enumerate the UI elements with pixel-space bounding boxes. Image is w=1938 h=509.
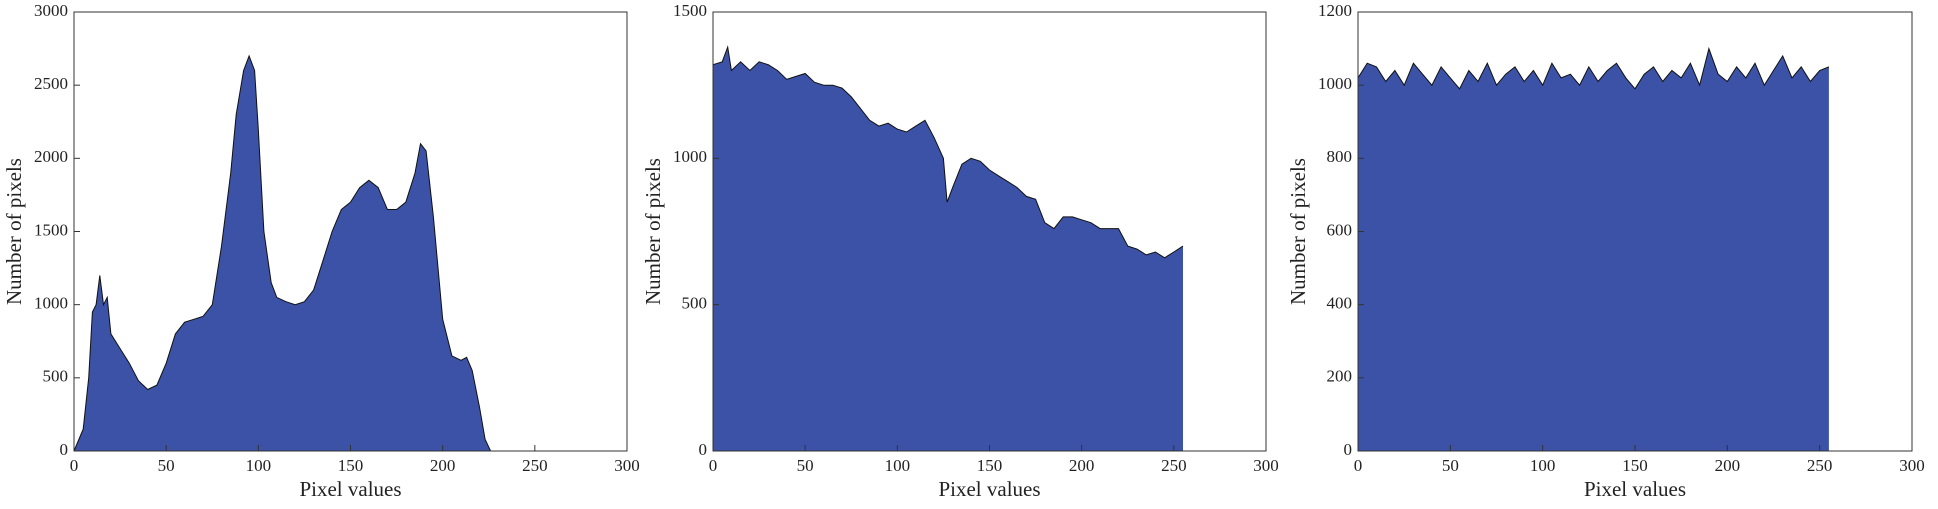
y-tick-label: 0 [60, 440, 69, 459]
area [1358, 48, 1829, 451]
x-tick-label: 150 [338, 456, 364, 475]
y-tick-label: 1500 [673, 1, 707, 20]
x-tick-label: 200 [1715, 456, 1741, 475]
x-tick-label: 100 [1530, 456, 1556, 475]
y-tick-label: 2000 [34, 147, 68, 166]
x-tick-label: 0 [709, 456, 718, 475]
x-tick-label: 200 [1069, 456, 1095, 475]
y-tick-label: 2500 [34, 74, 68, 93]
y-tick-label: 1500 [34, 220, 68, 239]
x-tick-label: 300 [1899, 456, 1925, 475]
area [74, 55, 544, 452]
y-axis-label: Number of pixels [1286, 158, 1310, 305]
y-axis-label: Number of pixels [641, 158, 665, 305]
x-axis-label: Pixel values [1584, 477, 1686, 501]
y-tick-label: 200 [1327, 367, 1353, 386]
x-tick-label: 150 [1622, 456, 1648, 475]
y-tick-label: 800 [1327, 147, 1353, 166]
x-tick-label: 100 [885, 456, 911, 475]
y-tick-label: 1000 [1318, 74, 1352, 93]
x-tick-label: 200 [430, 456, 456, 475]
area [713, 47, 1183, 451]
y-axis-label: Number of pixels [2, 158, 26, 305]
x-tick-label: 50 [158, 456, 175, 475]
y-tick-label: 500 [682, 294, 708, 313]
y-tick-label: 0 [1344, 440, 1353, 459]
x-tick-label: 100 [246, 456, 272, 475]
x-tick-label: 0 [1354, 456, 1363, 475]
y-tick-label: 600 [1327, 220, 1353, 239]
x-tick-label: 50 [1442, 456, 1459, 475]
area-outline [73, 54, 544, 452]
y-tick-label: 0 [699, 440, 708, 459]
x-tick-label: 250 [1807, 456, 1833, 475]
area-outline [712, 45, 1184, 259]
x-tick-label: 250 [1161, 456, 1187, 475]
x-axis-label: Pixel values [299, 477, 401, 501]
x-tick-label: 250 [522, 456, 548, 475]
x-tick-label: 300 [614, 456, 640, 475]
x-axis-label: Pixel values [938, 477, 1040, 501]
area-outline [1357, 46, 1830, 90]
x-tick-label: 50 [797, 456, 814, 475]
y-tick-label: 3000 [34, 1, 68, 20]
y-tick-label: 1200 [1318, 1, 1352, 20]
x-tick-label: 300 [1253, 456, 1279, 475]
x-tick-label: 150 [977, 456, 1003, 475]
x-tick-label: 0 [70, 456, 79, 475]
y-tick-label: 1000 [34, 294, 68, 313]
y-tick-label: 400 [1327, 294, 1353, 313]
y-tick-label: 1000 [673, 147, 707, 166]
y-tick-label: 500 [43, 367, 69, 386]
